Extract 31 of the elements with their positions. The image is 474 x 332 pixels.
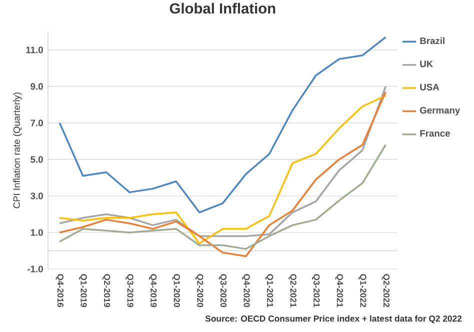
chart-title: Global Inflation <box>170 2 276 14</box>
x-tick-label: Q1-2021 <box>265 274 274 308</box>
x-tick-label: Q1-2019 <box>79 274 87 308</box>
x-tick-label: Q2-2022 <box>382 274 390 308</box>
source-note: Source: OECD Consumer Price index + latest data for Q2 2022 <box>205 315 462 324</box>
x-tick-label: Q2-2019 <box>102 274 110 308</box>
y-tick-label: 3.0 <box>30 192 43 200</box>
y-tick-label: 11.0 <box>26 46 43 54</box>
x-tick-label: Q3-2021 <box>312 274 320 308</box>
x-tick-label: Q1-2022 <box>358 274 366 308</box>
x-tick-label: Q2-2021 <box>288 274 296 308</box>
x-tick-label: Q4-2021 <box>335 274 343 308</box>
legend-label: France <box>420 130 450 137</box>
x-tick-label: Q2-2020 <box>196 274 204 308</box>
y-tick-label: 9.0 <box>30 83 43 90</box>
legend-label: Brazil <box>420 37 444 44</box>
y-tick-label: 1.0 <box>30 229 43 236</box>
legend-label: USA <box>420 84 440 90</box>
legend-label: Germany <box>420 106 460 116</box>
legend-label: UK <box>420 60 434 68</box>
y-axis-title: CPI Inflation rate (Quarterly) <box>13 92 22 208</box>
line-series <box>58 36 387 214</box>
x-tick-label: Q3-2019 <box>126 274 134 308</box>
x-tick-label: Q4-2016 <box>56 274 64 308</box>
x-tick-label: Q3-2020 <box>218 274 227 308</box>
x-tick-label: Q1-2020 <box>172 274 180 308</box>
x-tick-label: Q4-2019 <box>148 274 157 308</box>
y-tick-label: 5.0 <box>30 156 43 163</box>
y-tick-label: -1.0 <box>28 266 43 272</box>
y-tick-label: 7.0 <box>30 120 43 126</box>
x-tick-label: Q4-2020 <box>242 274 250 308</box>
